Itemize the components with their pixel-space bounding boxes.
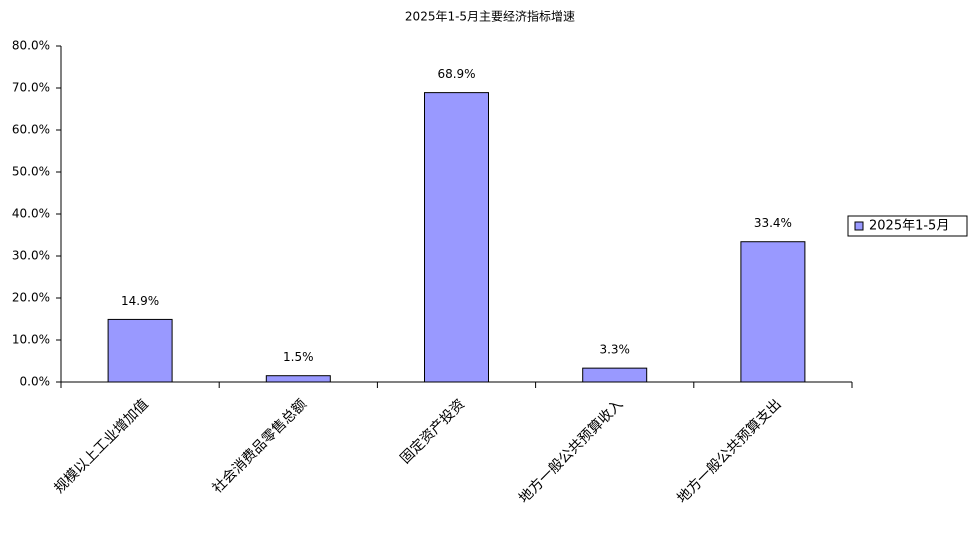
legend-box [847,215,968,237]
legend-label: 2025年1-5月 [869,219,949,234]
y-tick-label: 60.0% [12,123,50,137]
y-tick-label: 80.0% [12,39,50,53]
bar [424,92,489,383]
data-label: 33.4% [754,216,792,230]
bar [740,241,806,383]
bar [582,367,648,383]
y-tick-label: 40.0% [12,207,50,221]
bar [265,375,331,383]
data-label: 3.3% [599,343,630,357]
y-tick-label: 20.0% [12,291,50,305]
y-tick-label: 50.0% [12,165,50,179]
y-tick-label: 10.0% [12,333,50,347]
data-label: 1.5% [283,350,314,364]
data-label: 14.9% [121,294,159,308]
y-tick-label: 0.0% [20,375,51,389]
data-label: 68.9% [437,67,475,81]
y-tick-label: 70.0% [12,81,50,95]
chart-title: 2025年1-5月主要经济指标增速 [405,9,575,24]
bar [107,318,173,383]
legend-swatch [854,221,864,231]
y-tick-label: 30.0% [12,249,50,263]
